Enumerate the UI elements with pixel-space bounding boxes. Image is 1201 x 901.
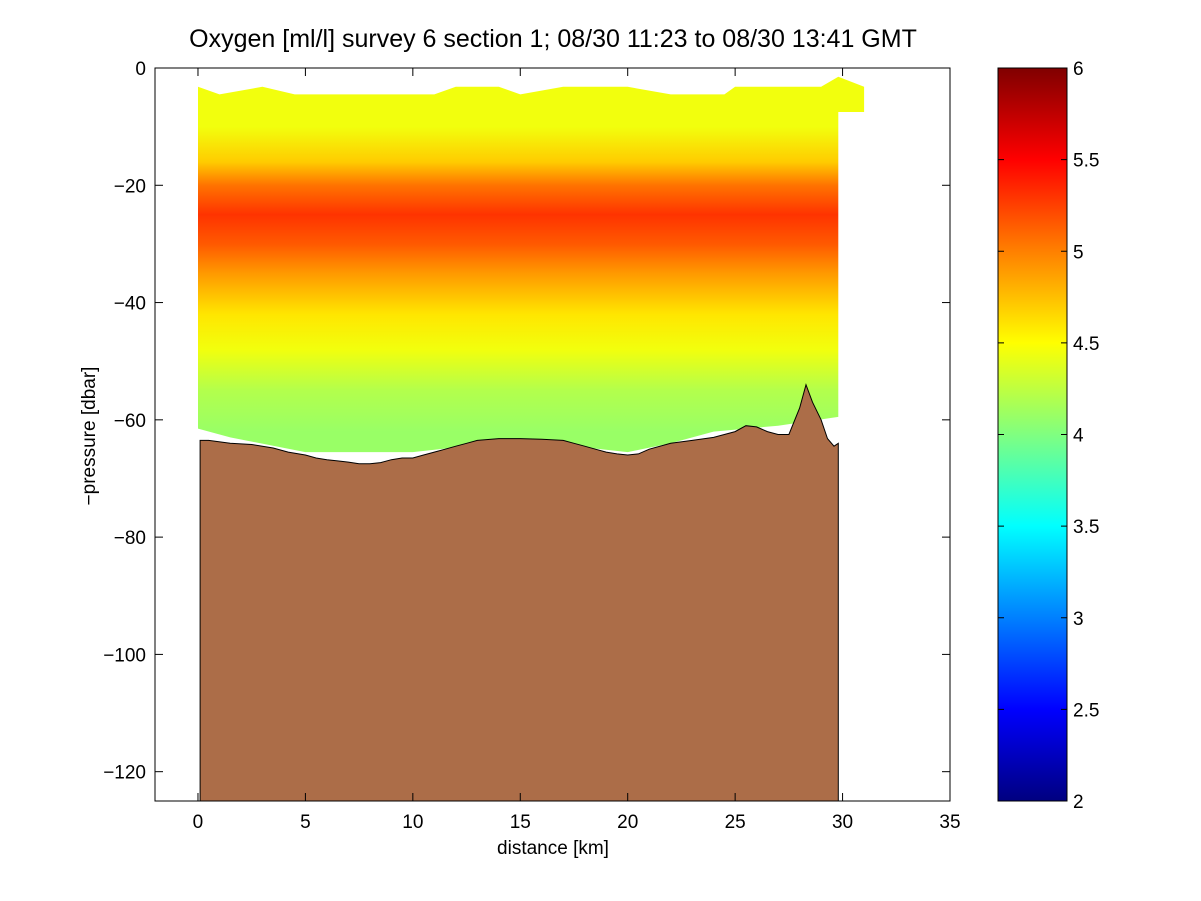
plot-axes-box: [154, 67, 951, 802]
y-axis-ticks: 0 −20 −40 −60 −80 −100 −120: [103, 59, 950, 784]
x-axis-ticks: 0 5 10 15 20 25 30 35: [193, 68, 961, 833]
colorbar-tick-label: 4: [1073, 426, 1084, 447]
y-tick-label: −80: [114, 528, 146, 549]
colorbar-ticks: 2 2.5 3 3.5 4 4.5 5 5.5 6: [998, 59, 1099, 813]
y-tick-label: −100: [103, 645, 146, 666]
bathymetry-seafloor: [199, 383, 839, 801]
colorbar-tick-label: 3: [1073, 609, 1084, 630]
y-tick-label: −120: [103, 763, 146, 784]
colorbar-tick-label: 6: [1073, 59, 1084, 80]
colorbar-tick-label: 4.5: [1073, 334, 1099, 355]
x-tick-label: 20: [617, 812, 638, 833]
colorbar: [997, 67, 1068, 802]
x-tick-label: 35: [939, 812, 960, 833]
y-tick-label: −60: [114, 411, 146, 432]
colorbar-tick-label: 2.5: [1073, 700, 1099, 721]
x-tick-label: 25: [725, 812, 746, 833]
y-axis-label: −pressure [dbar]: [79, 367, 100, 506]
colorbar-tick-label: 5: [1073, 242, 1084, 263]
x-axis-label: distance [km]: [497, 838, 609, 859]
y-tick-label: 0: [135, 59, 146, 80]
colorbar-tick-label: 3.5: [1073, 517, 1099, 538]
x-tick-label: 0: [193, 812, 204, 833]
colorbar-tick-label: 2: [1073, 792, 1084, 813]
x-tick-label: 15: [510, 812, 531, 833]
x-tick-label: 30: [832, 812, 853, 833]
oxygen-field: [198, 76, 865, 453]
x-tick-label: 10: [402, 812, 423, 833]
y-tick-label: −20: [114, 176, 146, 197]
colorbar-tick-label: 5.5: [1073, 151, 1099, 172]
y-tick-label: −40: [114, 294, 146, 315]
chart-title: Oxygen [ml/l] survey 6 section 1; 08/30 …: [189, 25, 917, 53]
x-tick-label: 5: [300, 812, 311, 833]
